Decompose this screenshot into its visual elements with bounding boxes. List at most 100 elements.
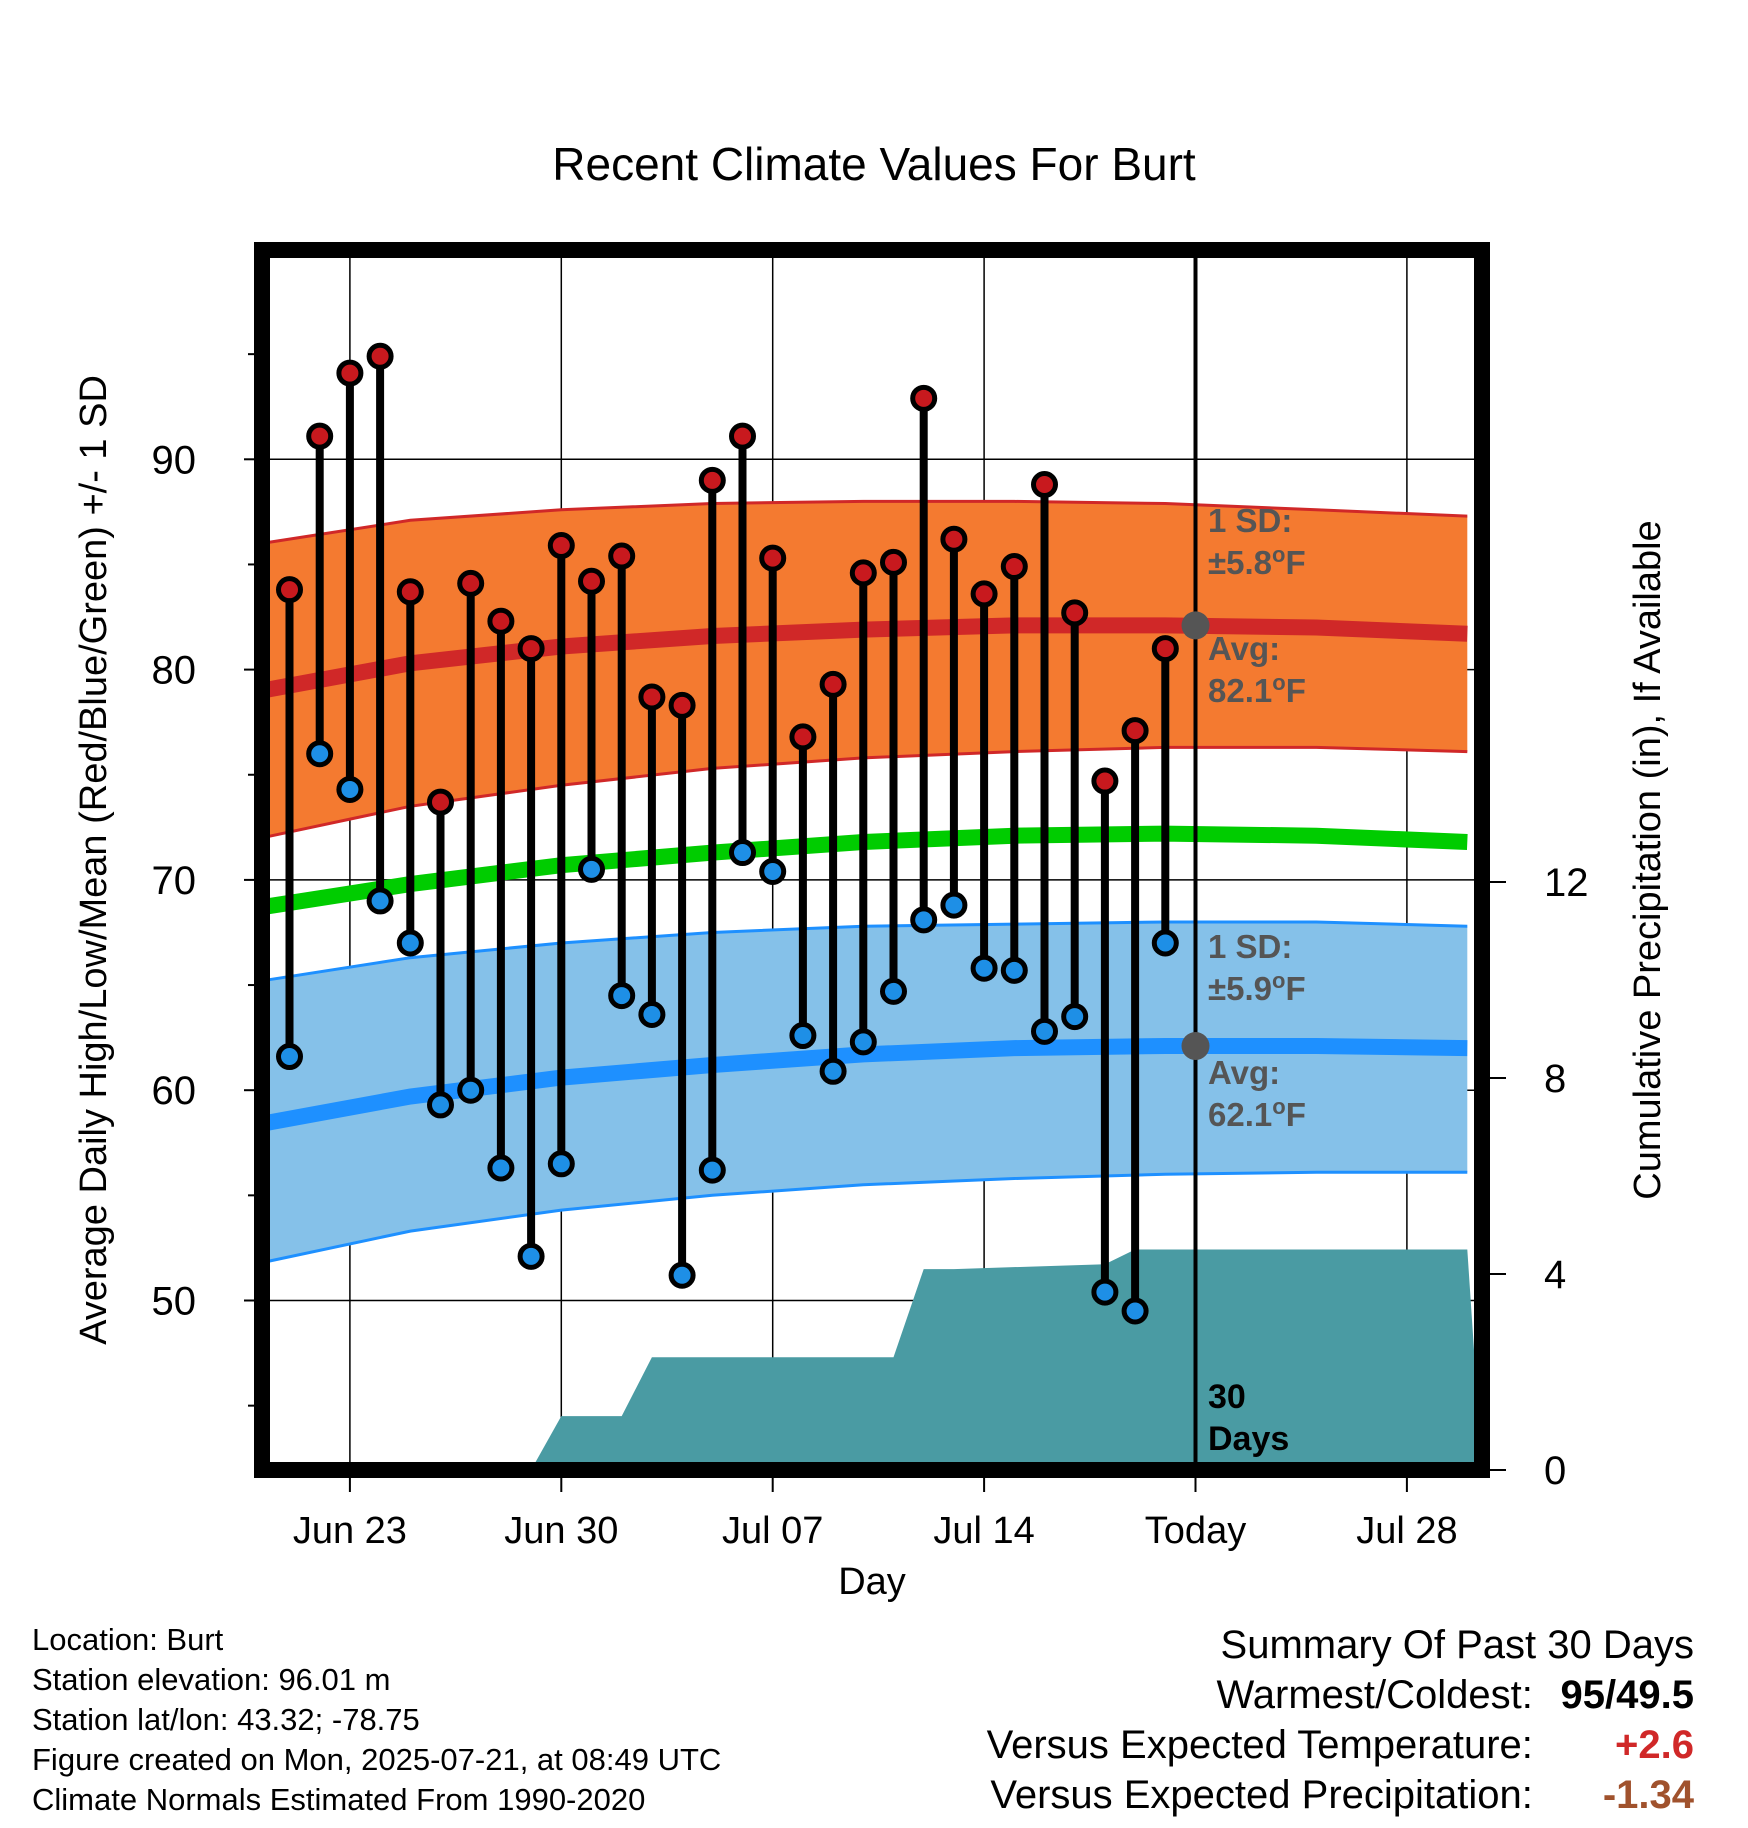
normals-text: Climate Normals Estimated From 1990-2020 [32,1782,646,1817]
low-marker [1031,1017,1058,1045]
low-marker [910,906,938,934]
latlon-text: Station lat/lon: 43.32; -78.75 [32,1702,420,1737]
x-tick-label: Jul 28 [1356,1510,1457,1552]
high-marker [1091,767,1119,795]
low-marker [547,1150,575,1178]
created-text: Figure created on Mon, 2025-07-21, at 08… [32,1742,722,1777]
low-sd-label: 1 SD: [1208,928,1292,965]
summary-precip-row: Versus Expected Precipitation: -1.34 [987,1770,1694,1820]
y2-tick-label: 12 [1544,861,1589,905]
y2-axis-label: Cumulative Precipitation (in), If Availa… [1627,520,1669,1199]
precipitation-area [531,1249,1482,1470]
y-tick-label: 80 [152,649,197,693]
low-marker [759,857,787,885]
precip-cumulative-area [531,1249,1482,1470]
high-avg-dot [1181,611,1210,640]
plot-frame [254,242,1490,1478]
high-marker [608,542,636,570]
low-marker [940,891,968,919]
high-marker [729,422,756,450]
low-marker [578,855,605,883]
high-marker [306,422,334,450]
high-marker [396,578,424,606]
high-marker [1151,635,1179,663]
x-tick-label: Today [1145,1510,1246,1552]
high-marker [578,567,605,595]
precip-value: -1.34 [1602,1773,1694,1817]
high-marker [1121,717,1149,745]
high-marker [638,683,666,711]
low-marker [517,1242,545,1270]
low-marker [1091,1278,1119,1306]
y-tick-label: 50 [152,1280,197,1324]
location-text: Location: Burt [32,1622,224,1657]
high-marker [276,576,303,604]
y-tick-label: 70 [152,859,197,903]
low-sd-value: ±5.9oF [1208,968,1306,1008]
high-marker [759,544,787,572]
high-marker [970,580,998,608]
elevation-text: Station elevation: 96.01 m [32,1662,391,1697]
high-avg-value: 82.1oF [1208,670,1306,710]
low-marker [1000,956,1028,984]
high-marker [940,525,968,553]
y-tick-label: 90 [152,438,197,482]
low-marker [336,775,364,803]
high-marker [1061,599,1089,627]
high-marker [849,559,877,587]
low-marker [698,1156,726,1184]
low-marker [789,1022,817,1050]
low-marker [1121,1297,1149,1325]
summary-warmest-row: Warmest/Coldest: 95/49.5 [987,1670,1695,1720]
high-marker [427,788,454,816]
high-marker [547,532,575,560]
low-marker [729,839,756,867]
high-marker [668,691,696,719]
high-sd-value: ±5.8oF [1208,542,1306,582]
y2-tick-label: 8 [1544,1057,1566,1101]
axes: 50 60 70 80 90 0 4 8 12 Jun 23 Jun 30 Jul 07 Jul 14 T… [73,353,1669,1603]
y2-tick-label: 4 [1544,1253,1566,1297]
x-tick-label: Jun 23 [293,1510,407,1552]
warmest-value: 95/49.5 [1560,1673,1694,1717]
summary-temp-row: Versus Expected Temperature: +2.6 [987,1720,1694,1770]
low-marker [1061,1003,1089,1031]
high-marker [457,569,485,597]
low-lower-line [261,1170,1468,1265]
x-axis-label: Day [838,1561,906,1603]
low-marker [849,1028,877,1056]
low-marker [1151,929,1179,957]
y2-tick-label: 0 [1544,1449,1566,1493]
high-avg-label: Avg: [1208,630,1280,667]
daily-stems [285,356,1170,1312]
chart-title: Recent Climate Values For Burt [552,138,1196,190]
low-marker [306,740,334,768]
summary-panel: Summary Of Past 30 Days Warmest/Coldest:… [987,1620,1694,1820]
low-marker [276,1043,303,1071]
high-marker [698,466,726,494]
plot-border [254,242,1490,1478]
high-marker [910,384,938,412]
low-marker [366,887,394,915]
high-marker [1000,553,1028,581]
low-marker [396,929,424,957]
period-number: 30 [1208,1378,1246,1416]
period-word: Days [1208,1420,1289,1458]
station-info: Location: Burt Station elevation: 96.01 … [32,1620,721,1820]
low-marker [819,1057,847,1085]
x-tick-label: Jul 14 [933,1510,1034,1552]
low-avg-dot [1181,1032,1210,1061]
high-marker [789,723,817,751]
precip-label: Versus Expected Precipitation: [990,1773,1533,1817]
high-sd-label: 1 SD: [1208,502,1292,539]
x-tick-label: Jul 07 [722,1510,823,1552]
low-marker [970,954,998,982]
y-tick-label: 60 [152,1069,197,1113]
high-marker [366,342,394,370]
low-marker [487,1154,515,1182]
high-marker [819,670,847,698]
y-axis-label: Average Daily High/Low/Mean (Red/Blue/Gr… [73,375,115,1345]
low-avg-value: 62.1oF [1208,1094,1306,1134]
low-marker [668,1261,696,1289]
